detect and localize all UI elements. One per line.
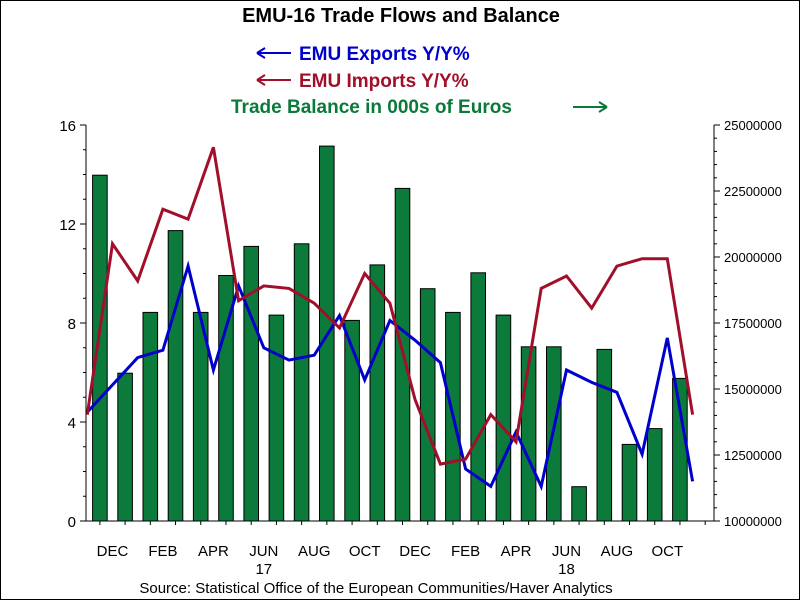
series-lines — [85, 146, 695, 492]
right-axis-tick-label: 17500000 — [724, 316, 782, 331]
x-axis-tick-label: APR — [198, 543, 229, 560]
balance-bar — [672, 377, 688, 522]
right-axis-tick-label: 10000000 — [724, 514, 782, 529]
balance-bar — [92, 174, 108, 522]
x-axis-tick-label: JUN — [249, 543, 278, 560]
x-axis-tick-label: OCT — [652, 543, 684, 560]
x-axis-tick-label: AUG — [298, 543, 331, 560]
legend-item-exports: EMU Exports Y/Y% — [256, 44, 470, 65]
balance-bar — [268, 314, 285, 522]
x-axis-tick-label: DEC — [97, 543, 129, 560]
balance-bar — [243, 245, 259, 522]
legend-label-exports: EMU Exports Y/Y% — [299, 44, 470, 65]
balance-bar — [646, 428, 663, 522]
left-arrow-icon — [256, 47, 266, 59]
balance-bar — [142, 311, 159, 522]
x-axis-tick-label: OCT — [349, 543, 381, 560]
trade-balance-bars — [92, 145, 688, 522]
x-axis-tick-label: AUG — [601, 543, 634, 560]
x-axis-tick-label: APR — [501, 543, 532, 560]
legend: EMU Exports Y/Y% EMU Imports Y/Y% Trade … — [231, 44, 608, 118]
left-axis-tick-label: 12 — [59, 217, 76, 234]
balance-bar — [117, 372, 133, 522]
left-axis-tick-label: 16 — [59, 118, 76, 135]
left-arrow-icon — [256, 74, 266, 86]
balance-bar — [596, 348, 613, 522]
balance-bar — [571, 486, 587, 522]
right-axis-tick-label: 20000000 — [724, 250, 782, 265]
balance-bar — [369, 264, 386, 522]
source-note: Source: Statistical Office of the Europe… — [139, 580, 612, 597]
right-axis-tick-label: 22500000 — [724, 184, 782, 199]
left-axis-tick-label: 4 — [68, 415, 76, 432]
right-axis-tick-label: 12500000 — [724, 448, 782, 463]
balance-bar — [621, 443, 638, 522]
x-axis-tick-label: FEB — [451, 543, 480, 560]
chart-title: EMU-16 Trade Flows and Balance — [242, 5, 560, 27]
x-axis-year-label: 18 — [558, 561, 575, 578]
legend-item-balance: Trade Balance in 000s of Euros — [231, 97, 608, 118]
right-axis-tick-label: 25000000 — [724, 118, 782, 133]
right-arrow-icon — [598, 101, 608, 113]
axes: 0 4 8 12 16 10000000 12500000 15000000 17500000 2… — [59, 118, 782, 578]
x-axis-tick-label: DEC — [399, 543, 431, 560]
left-axis-tick-label: 8 — [68, 316, 76, 333]
x-axis-tick-label: FEB — [148, 543, 177, 560]
left-axis-tick-label: 0 — [68, 514, 76, 531]
imports-line — [85, 146, 695, 466]
balance-bar — [293, 243, 310, 522]
balance-bar — [167, 230, 184, 522]
x-axis-tick-label: JUN — [552, 543, 581, 560]
balance-bar — [419, 288, 436, 522]
balance-bar — [470, 272, 486, 522]
x-axis-year-label: 17 — [255, 561, 272, 578]
exports-line — [86, 260, 695, 492]
legend-label-imports: EMU Imports Y/Y% — [299, 71, 469, 92]
legend-label-balance: Trade Balance in 000s of Euros — [231, 97, 512, 118]
balance-bar — [495, 314, 512, 522]
legend-item-imports: EMU Imports Y/Y% — [256, 71, 469, 92]
right-axis-tick-label: 15000000 — [724, 382, 782, 397]
